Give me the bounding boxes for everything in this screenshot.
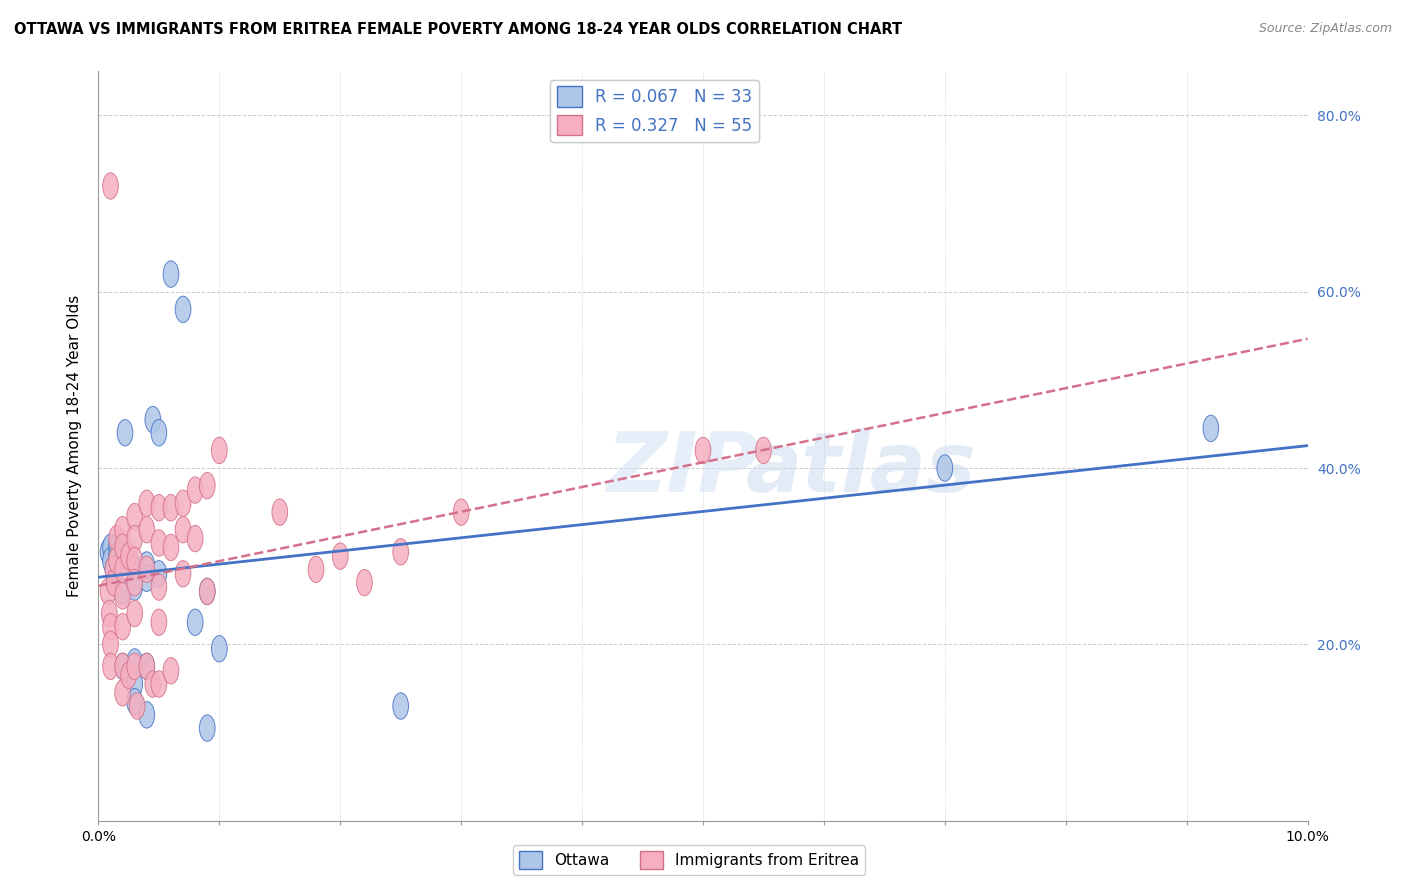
Y-axis label: Female Poverty Among 18-24 Year Olds: Female Poverty Among 18-24 Year Olds bbox=[67, 295, 83, 597]
Text: OTTAWA VS IMMIGRANTS FROM ERITREA FEMALE POVERTY AMONG 18-24 YEAR OLDS CORRELATI: OTTAWA VS IMMIGRANTS FROM ERITREA FEMALE… bbox=[14, 22, 903, 37]
Legend: Ottawa, Immigrants from Eritrea: Ottawa, Immigrants from Eritrea bbox=[513, 845, 865, 875]
Text: atlas: atlas bbox=[745, 428, 976, 509]
Legend: R = 0.067   N = 33, R = 0.327   N = 55: R = 0.067 N = 33, R = 0.327 N = 55 bbox=[550, 79, 759, 142]
Text: Source: ZipAtlas.com: Source: ZipAtlas.com bbox=[1258, 22, 1392, 36]
Text: ZIP: ZIP bbox=[606, 428, 759, 509]
